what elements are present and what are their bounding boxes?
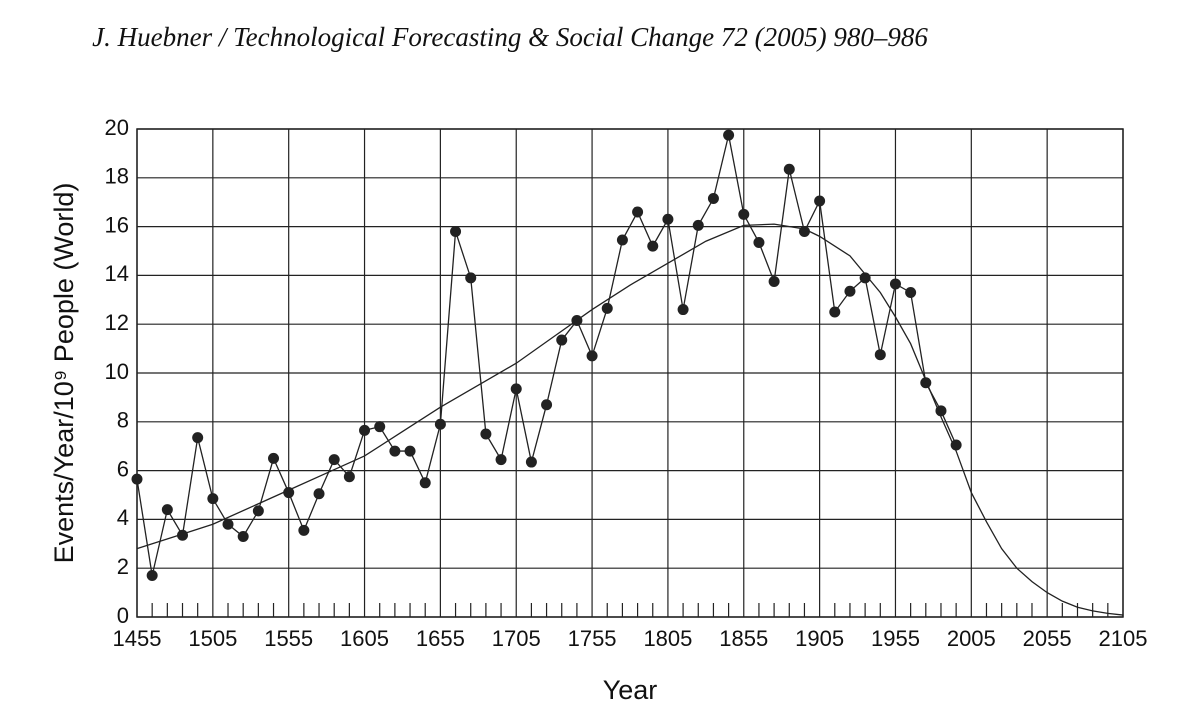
data-point (161, 504, 173, 516)
data-point (374, 421, 386, 433)
data-point (950, 439, 962, 451)
data-point (586, 350, 598, 362)
data-point (692, 219, 704, 231)
data-point (647, 240, 659, 252)
data-point (495, 454, 507, 466)
data-line (136, 223, 1124, 616)
data-point (859, 272, 871, 284)
x-tick-label: 1455 (113, 626, 162, 651)
data-point (207, 493, 219, 505)
data-point (753, 236, 765, 248)
data-point (814, 195, 826, 207)
data-point (434, 418, 446, 430)
page-header: J. Huebner / Technological Forecasting &… (92, 22, 928, 52)
data-point (450, 225, 462, 237)
data-point (829, 306, 841, 318)
data-point (313, 488, 325, 500)
y-axis-label: Events/Year/10⁹ People (World) (49, 183, 79, 564)
data-point (889, 278, 901, 290)
y-tick-label: 8 (117, 408, 129, 433)
y-tick-label: 4 (117, 505, 129, 530)
x-tick-label: 1555 (264, 626, 313, 651)
x-tick-label: 1655 (416, 626, 465, 651)
data-point (677, 304, 689, 316)
data-point (632, 206, 644, 218)
x-tick-label: 1705 (492, 626, 541, 651)
x-tick-label: 1905 (795, 626, 844, 651)
data-point (905, 286, 917, 298)
y-tick-label: 2 (117, 554, 129, 579)
data-point (252, 505, 264, 517)
data-point (480, 428, 492, 440)
data-point (935, 405, 947, 417)
y-tick-label: 12 (105, 310, 129, 335)
data-point (222, 518, 234, 530)
data-point (525, 456, 537, 468)
data-point (131, 473, 143, 485)
x-tick-label: 1955 (871, 626, 920, 651)
y-tick-label: 20 (105, 115, 129, 140)
data-point (283, 487, 295, 499)
data-point (328, 454, 340, 466)
x-tick-label: 1605 (340, 626, 389, 651)
data-point (723, 129, 735, 141)
data-point (707, 193, 719, 205)
data-point (389, 445, 401, 457)
data-point (146, 570, 158, 582)
data-point (465, 272, 477, 284)
data-point (268, 452, 280, 464)
x-tick-label: 2005 (947, 626, 996, 651)
y-tick-label: 18 (105, 164, 129, 189)
data-point (556, 334, 568, 346)
y-tick-label: 14 (105, 261, 129, 286)
x-tick-label: 2105 (1099, 626, 1148, 651)
data-point (237, 530, 249, 542)
y-tick-label: 0 (117, 603, 129, 628)
data-point (768, 276, 780, 287)
x-tick-label: 1505 (188, 626, 237, 651)
x-tick-label: 1855 (719, 626, 768, 651)
y-tick-label: 16 (105, 212, 129, 237)
data-point (662, 213, 674, 225)
x-tick-label: 1755 (568, 626, 617, 651)
data-point (541, 399, 553, 411)
data-point (738, 208, 750, 220)
data-point (343, 471, 355, 483)
data-point (192, 432, 204, 444)
y-tick-label: 10 (105, 359, 129, 384)
x-axis-label: Year (603, 675, 658, 705)
data-point (359, 424, 371, 436)
data-point (844, 285, 856, 297)
data-point (601, 302, 613, 314)
x-tick-label: 2055 (1023, 626, 1072, 651)
data-point (510, 383, 522, 395)
data-point (404, 445, 416, 457)
data-point (616, 234, 628, 246)
data-point (874, 349, 886, 361)
data-point (298, 524, 310, 536)
data-point (419, 477, 431, 489)
data-point (783, 163, 795, 175)
x-tick-label: 1805 (643, 626, 692, 651)
y-tick-label: 6 (117, 456, 129, 481)
